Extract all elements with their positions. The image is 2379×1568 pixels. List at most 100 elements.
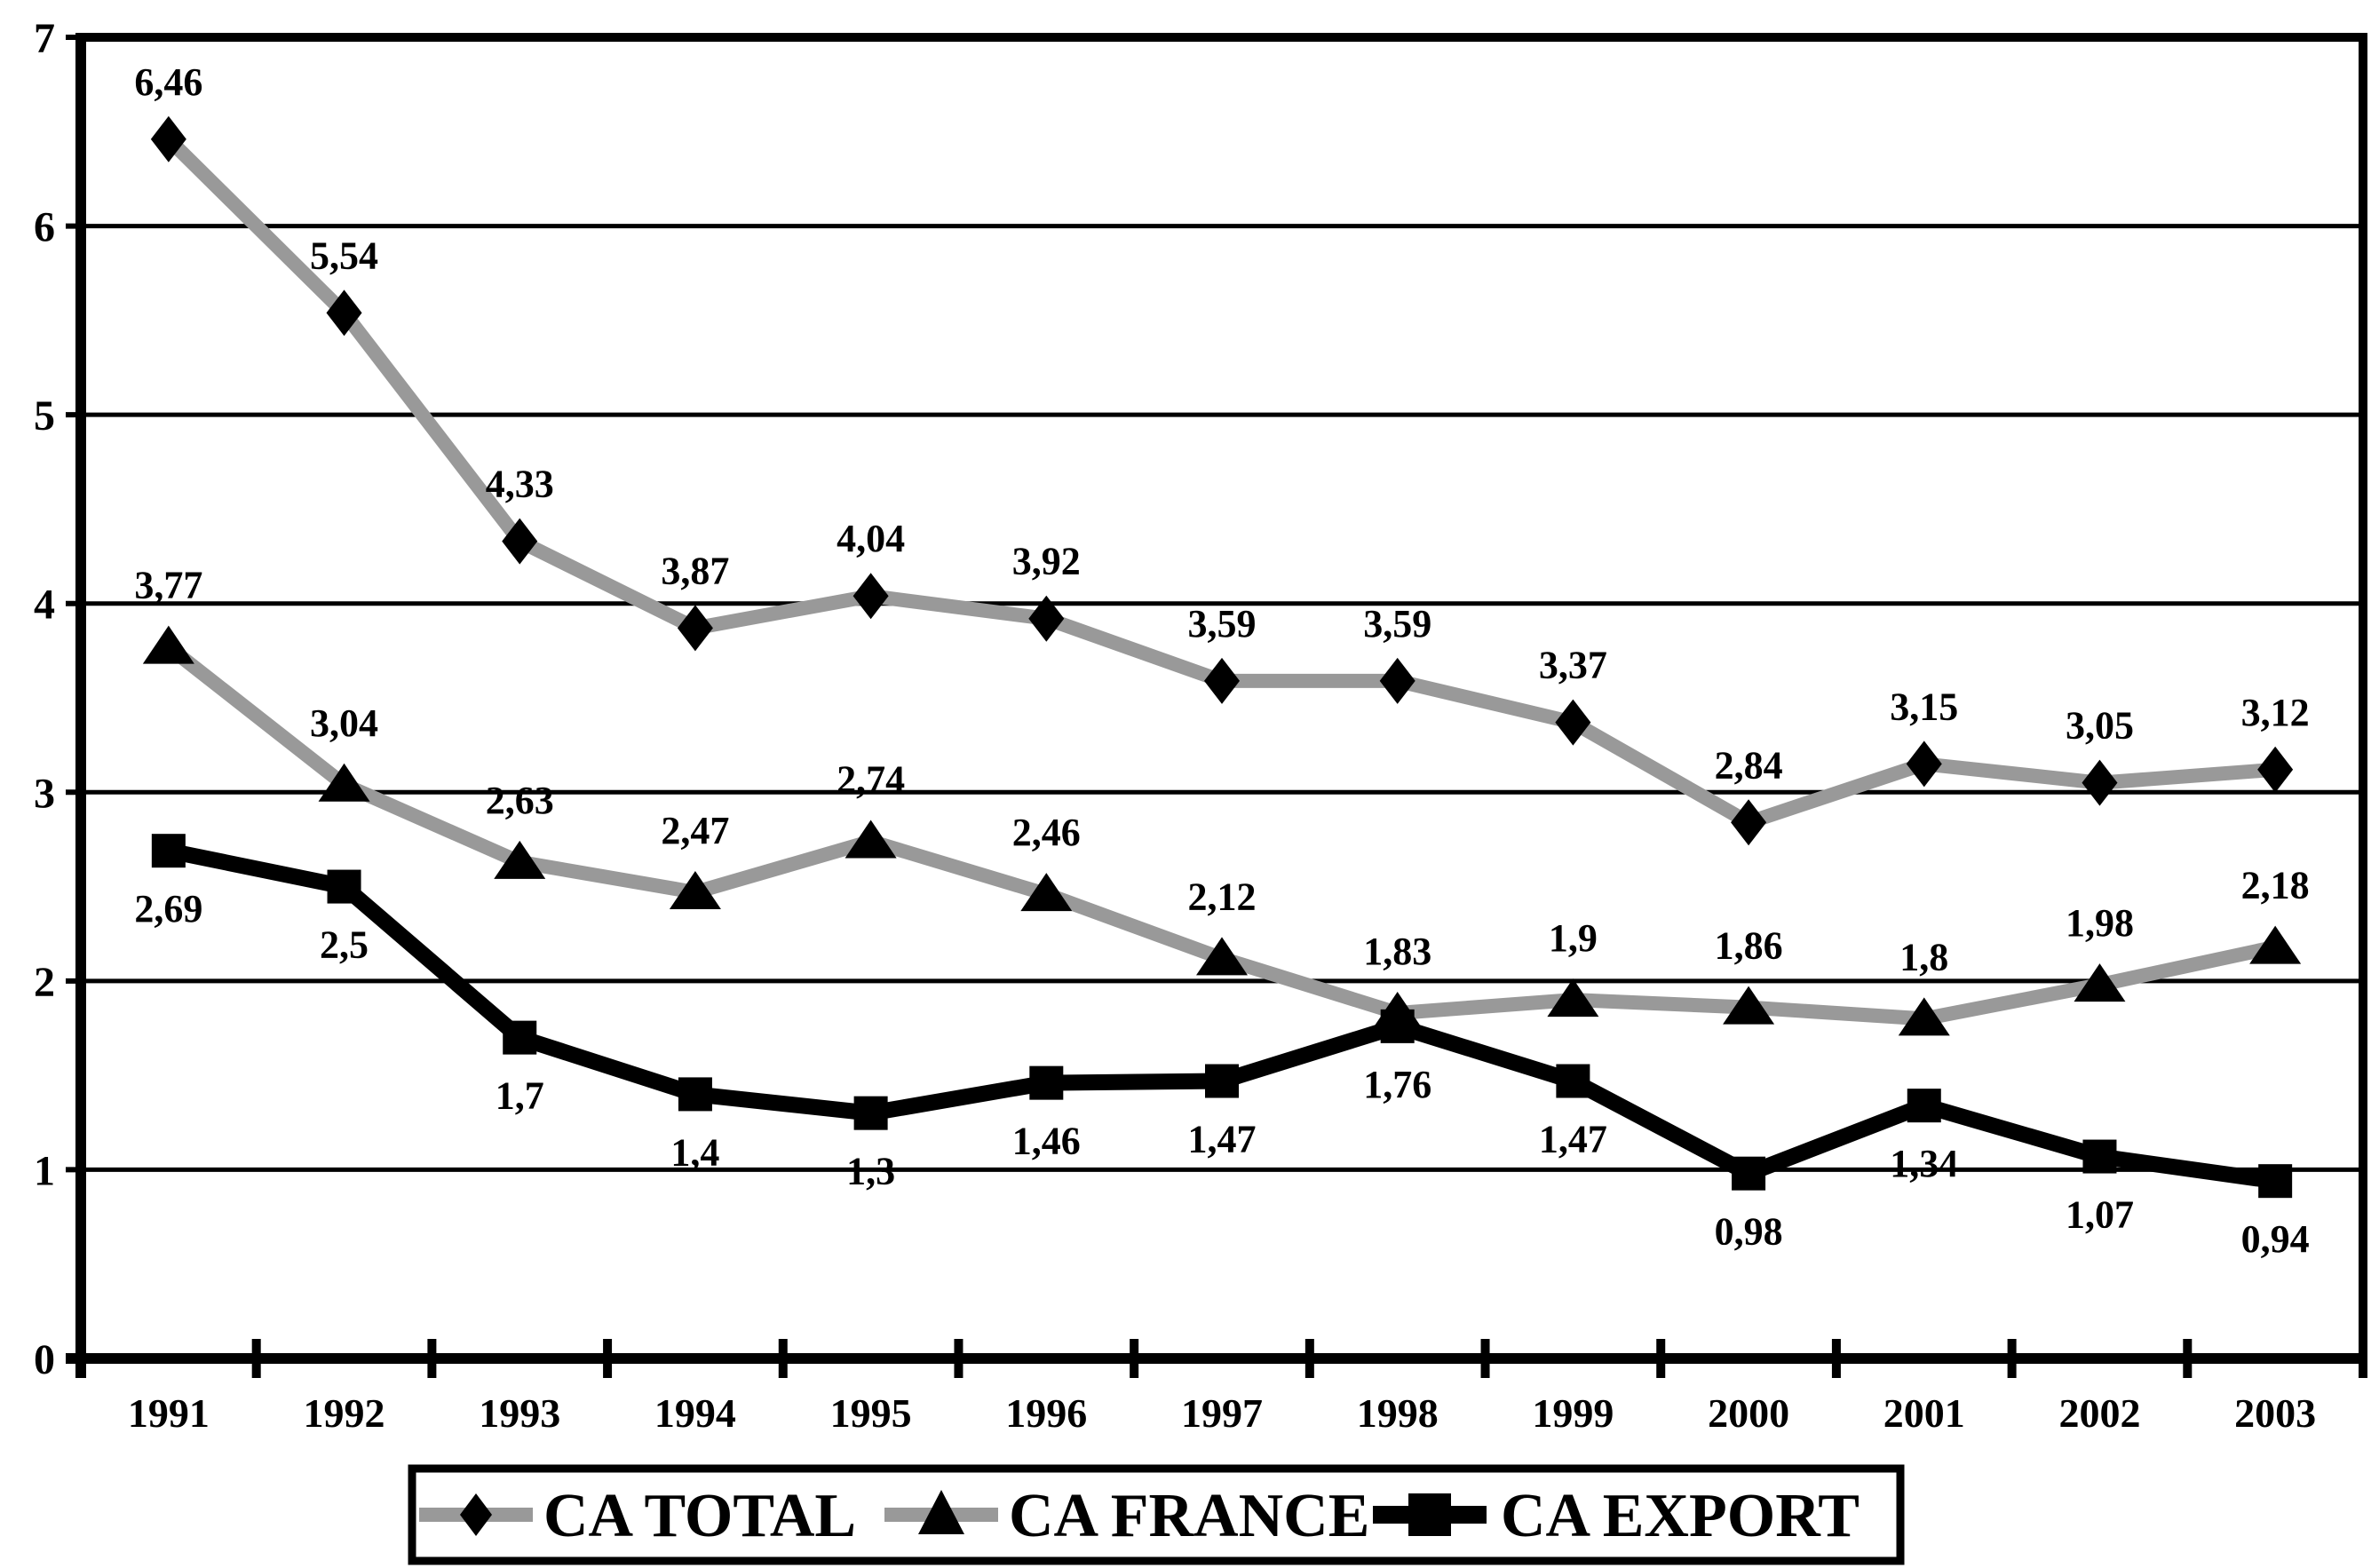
y-tick-label: 6 xyxy=(34,204,55,251)
diamond-icon xyxy=(677,605,713,652)
data-label: 2,12 xyxy=(1188,875,1257,918)
triangle-icon xyxy=(2074,963,2126,1002)
diamond-icon xyxy=(1204,657,1240,704)
y-tick-label: 2 xyxy=(34,959,55,1006)
diamond-icon xyxy=(1731,799,1767,846)
data-label: 1,46 xyxy=(1012,1120,1081,1163)
data-labels: 6,46 5,54 4,33 3,87 4,04 3,92 3,59 3,59 3,37 2,84… xyxy=(134,60,2309,1261)
diamond-icon xyxy=(2257,746,2294,793)
diamond-icon xyxy=(1028,595,1065,642)
diamond-icon xyxy=(1906,740,1942,788)
diamond-icon xyxy=(326,289,362,337)
triangle-icon xyxy=(1020,873,1073,912)
data-label: 1,98 xyxy=(2066,901,2134,945)
triangle-icon xyxy=(1196,937,1248,976)
axis-ticks xyxy=(66,35,2367,1378)
legend-item-ca-total: CA TOTAL xyxy=(419,1482,856,1550)
data-label: 2,84 xyxy=(1715,743,1783,787)
triangle-icon xyxy=(1723,986,1775,1025)
y-axis-labels: 0 1 2 3 4 5 6 7 xyxy=(34,15,55,1383)
square-icon xyxy=(1029,1065,1064,1100)
legend-box xyxy=(408,1464,1905,1565)
data-label: 6,46 xyxy=(134,60,202,104)
square-icon xyxy=(1556,1064,1590,1098)
x-axis-year-label: 1991 xyxy=(128,1390,210,1436)
diamond-icon xyxy=(1379,657,1416,704)
data-label: 1,4 xyxy=(670,1130,719,1174)
data-label: 2,69 xyxy=(134,887,202,931)
triangle-icon xyxy=(142,625,194,664)
triangle-icon xyxy=(1547,978,1599,1018)
x-axis-year-label: 2003 xyxy=(2234,1390,2316,1436)
legend: CA TOTAL CA FRANCE CA EXPORT xyxy=(408,1464,1905,1565)
y-tick-label: 0 xyxy=(34,1336,55,1383)
data-label: 1,3 xyxy=(846,1150,895,1193)
legend-item-ca-export: CA EXPORT xyxy=(1373,1482,1860,1550)
triangle-icon xyxy=(2249,925,2302,964)
data-label: 2,63 xyxy=(486,779,554,822)
x-axis-year-label: 1999 xyxy=(1532,1390,1614,1436)
data-label: 1,76 xyxy=(1363,1063,1431,1106)
data-label: 5,54 xyxy=(310,234,378,277)
diamond-icon xyxy=(1555,699,1591,746)
y-tick-label: 7 xyxy=(34,15,55,62)
series-markers xyxy=(142,115,2302,1199)
square-icon xyxy=(1732,1156,1766,1191)
data-label: 1,34 xyxy=(1890,1142,1958,1185)
x-axis-year-label: 1998 xyxy=(1357,1390,1439,1436)
x-axis-labels: 1991 1992 1993 1994 1995 1996 1997 1998 1999 2000… xyxy=(128,1390,2316,1436)
series-line-ca-total xyxy=(161,131,2283,830)
data-label: 3,59 xyxy=(1363,602,1431,645)
triangle-icon xyxy=(669,870,721,909)
triangle-icon xyxy=(845,820,897,859)
x-axis-year-label: 1995 xyxy=(830,1390,912,1436)
square-icon xyxy=(678,1077,712,1112)
square-icon xyxy=(327,869,361,904)
x-axis-year-label: 2002 xyxy=(2058,1390,2140,1436)
square-icon xyxy=(853,1096,888,1130)
x-axis-year-label: 1997 xyxy=(1181,1390,1263,1436)
square-icon xyxy=(151,834,186,868)
data-label: 1,86 xyxy=(1715,924,1783,968)
data-label: 2,47 xyxy=(661,809,729,852)
data-label: 3,92 xyxy=(1012,540,1081,583)
data-label: 0,98 xyxy=(1715,1210,1783,1254)
data-label: 2,18 xyxy=(2241,864,2310,907)
data-label: 1,47 xyxy=(1539,1118,1607,1161)
legend-label-ca-total: CA TOTAL xyxy=(543,1482,856,1550)
x-axis-year-label: 1996 xyxy=(1005,1390,1087,1436)
plot-borders xyxy=(66,33,2367,1378)
y-tick-label: 1 xyxy=(34,1147,55,1194)
data-label: 3,05 xyxy=(2066,704,2134,748)
x-axis-year-label: 2000 xyxy=(1708,1390,1789,1436)
square-icon xyxy=(2258,1164,2293,1199)
data-label: 1,07 xyxy=(2066,1193,2134,1237)
diamond-icon xyxy=(460,1493,492,1536)
data-label: 4,04 xyxy=(837,517,905,560)
diamond-icon xyxy=(2082,759,2118,806)
legend-label-ca-france: CA FRANCE xyxy=(1009,1482,1369,1550)
data-label: 2,5 xyxy=(320,923,369,967)
x-axis-year-label: 1993 xyxy=(479,1390,560,1436)
x-axis-year-label: 1994 xyxy=(654,1390,736,1436)
data-label: 2,46 xyxy=(1012,811,1081,854)
data-label: 1,8 xyxy=(1899,935,1948,978)
data-label: 2,74 xyxy=(837,758,905,802)
data-label: 1,47 xyxy=(1188,1118,1257,1161)
data-label: 4,33 xyxy=(486,463,554,506)
triangle-icon xyxy=(318,763,370,802)
diamond-icon xyxy=(502,518,538,565)
y-tick-label: 5 xyxy=(34,392,55,440)
data-label: 0,94 xyxy=(2241,1217,2310,1261)
square-icon xyxy=(2082,1139,2117,1174)
triangle-icon xyxy=(1898,997,1950,1036)
square-icon xyxy=(1205,1064,1239,1098)
data-label: 1,9 xyxy=(1549,916,1598,960)
diamond-icon xyxy=(852,573,889,620)
data-label: 1,7 xyxy=(496,1074,544,1118)
y-tick-label: 3 xyxy=(34,770,55,817)
legend-label-ca-export: CA EXPORT xyxy=(1501,1482,1860,1550)
data-label: 3,37 xyxy=(1539,644,1607,687)
